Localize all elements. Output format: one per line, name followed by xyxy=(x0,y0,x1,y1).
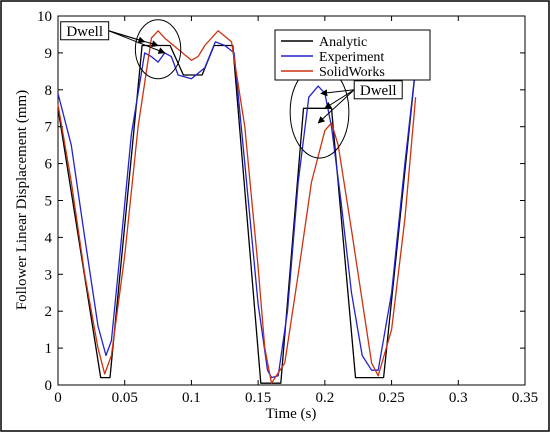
y-axis: 0 1 2 3 4 5 6 7 8 9 10 xyxy=(37,9,525,394)
y-tick-label: 3 xyxy=(45,267,53,283)
x-tick-label: 0 xyxy=(54,390,62,406)
y-tick-label: 5 xyxy=(45,194,53,210)
dwell-arrow xyxy=(108,30,159,48)
y-tick-label: 6 xyxy=(45,157,53,173)
x-tick-label: 0.35 xyxy=(512,390,538,406)
y-tick-label: 9 xyxy=(45,46,53,62)
series-line-solidworks xyxy=(57,30,417,384)
annotation-layer: Dwell Dwell xyxy=(60,19,403,159)
x-axis: 0 0.05 0.1 0.15 0.2 0.25 0.3 0.35 xyxy=(54,16,538,406)
x-tick-label: 0.3 xyxy=(449,390,468,406)
y-tick-label: 0 xyxy=(45,378,53,394)
dwell-arrow xyxy=(108,30,166,54)
dwell-arrow xyxy=(320,89,355,97)
y-tick-label: 1 xyxy=(45,341,53,357)
legend-label: Analytic xyxy=(319,35,367,50)
dwell-label: Dwell xyxy=(360,83,397,99)
y-tick-label: 10 xyxy=(37,9,52,25)
y-tick-label: 2 xyxy=(45,304,53,320)
x-tick-label: 0.1 xyxy=(182,390,201,406)
series-line-experiment xyxy=(57,41,417,379)
dwell-circle xyxy=(134,19,182,80)
legend-label: SolidWorks xyxy=(319,65,385,80)
legend-label: Experiment xyxy=(319,50,384,65)
x-tick-label: 0.2 xyxy=(315,390,334,406)
dwell-arrow xyxy=(324,89,355,109)
y-tick-label: 7 xyxy=(45,120,53,136)
x-axis-label: Time (s) xyxy=(266,406,317,422)
y-tick-label: 4 xyxy=(45,230,53,246)
x-tick-label: 0.25 xyxy=(378,390,404,406)
dwell-label: Dwell xyxy=(66,24,103,40)
x-tick-label: 0.15 xyxy=(245,390,271,406)
x-tick-label: 0.05 xyxy=(112,390,138,406)
dwell-arrow xyxy=(317,89,355,124)
y-tick-label: 8 xyxy=(45,83,53,99)
series-layer xyxy=(57,30,417,384)
y-axis-label: Follower Linear Displacement (mm) xyxy=(14,90,30,310)
